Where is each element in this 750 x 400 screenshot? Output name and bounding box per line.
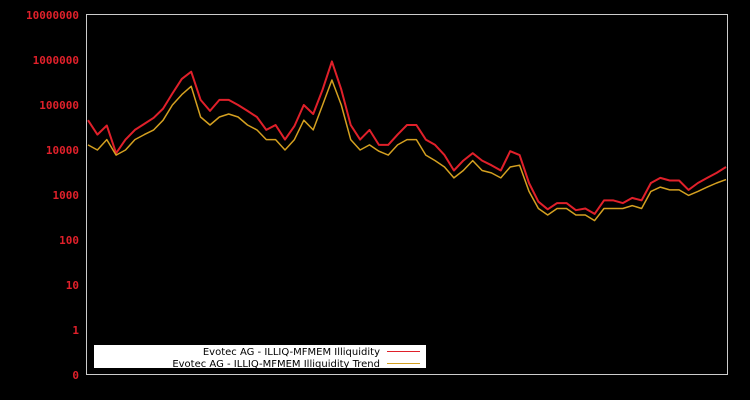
y-tick-label: 0 [72,369,79,382]
y-tick-label: 1000000 [33,54,79,67]
legend-label-illiquidity: Evotec AG - ILLIQ-MFMEM Illiquidity [203,347,380,358]
legend: Evotec AG - ILLIQ-MFMEM Illiquidity Evot… [94,345,426,370]
y-tick-label: 100000 [39,99,79,112]
legend-label-trend: Evotec AG - ILLIQ-MFMEM Illiquidity Tren… [172,359,380,370]
y-tick-label: 1000 [53,189,80,202]
y-tick-label: 10000000 [26,9,79,22]
series-layer [87,60,727,222]
y-tick-label: 10000 [46,144,79,157]
y-tick-label: 1 [72,324,79,337]
y-tick-label: 10 [66,279,79,292]
legend-box [94,345,426,368]
series-trend-line [87,79,727,222]
plot-frame [86,14,728,375]
series-illiquidity-line [87,60,727,215]
y-tick-label: 100 [59,234,79,247]
